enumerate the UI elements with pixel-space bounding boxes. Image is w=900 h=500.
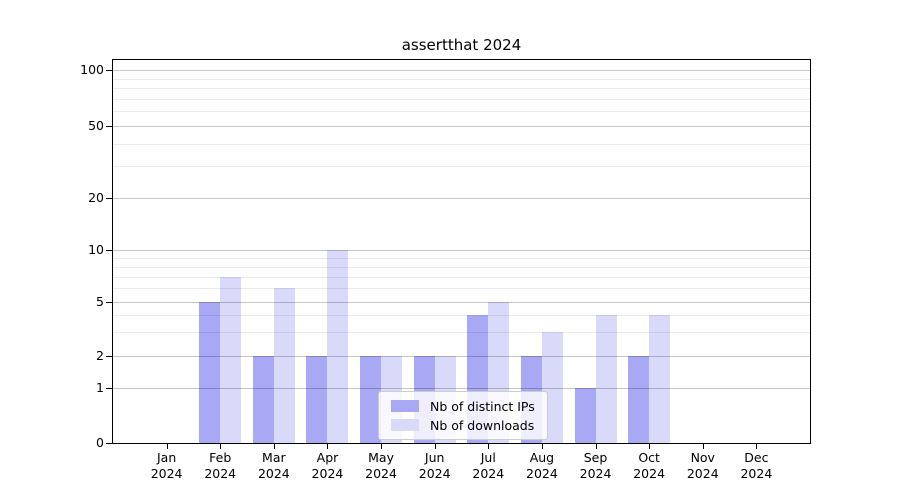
- bar-distinct-ips: [574, 388, 596, 443]
- x-axis-tick: [166, 444, 168, 449]
- minor-gridline: [113, 315, 810, 317]
- x-axis-tick: [327, 444, 329, 449]
- legend-swatch-downloads: [391, 419, 419, 431]
- minor-gridline: [113, 98, 810, 100]
- y-tick-label: 2: [96, 348, 104, 363]
- x-tick-label: Jun 2024: [418, 450, 451, 481]
- x-axis-tick: [434, 444, 436, 449]
- major-gridline: [113, 302, 810, 303]
- y-tick-label: 1: [96, 380, 104, 395]
- y-tick-label: 50: [88, 118, 104, 133]
- x-tick-label: Apr 2024: [311, 450, 344, 481]
- minor-gridline: [113, 111, 810, 113]
- bar-downloads: [649, 315, 671, 443]
- bar-downloads: [273, 288, 295, 443]
- x-axis-tick: [595, 444, 597, 449]
- x-axis-tick: [649, 444, 651, 449]
- chart-title: assertthat 2024: [401, 36, 522, 54]
- legend-label-distinct-ips: Nb of distinct IPs: [430, 398, 535, 414]
- bar-distinct-ips: [199, 302, 221, 443]
- legend-item-distinct-ips: Nb of distinct IPs: [391, 398, 535, 414]
- major-gridline: [113, 356, 810, 357]
- bar-downloads: [220, 276, 242, 443]
- minor-gridline: [113, 266, 810, 268]
- y-axis-tick: [106, 70, 112, 71]
- x-tick-label: May 2024: [365, 450, 397, 481]
- minor-gridline: [113, 143, 810, 145]
- legend-item-downloads: Nb of downloads: [391, 417, 535, 433]
- x-tick-label: Oct 2024: [633, 450, 666, 481]
- y-tick-label: 5: [96, 294, 104, 309]
- minor-gridline: [113, 88, 810, 90]
- bar-downloads: [595, 315, 617, 443]
- major-gridline: [113, 198, 810, 199]
- legend: Nb of distinct IPs Nb of downloads: [378, 391, 548, 440]
- y-axis-tick: [106, 198, 112, 199]
- y-tick-label: 0: [96, 435, 104, 450]
- major-gridline: [113, 126, 810, 127]
- x-tick-label: Dec 2024: [740, 450, 773, 481]
- y-axis-tick: [106, 443, 112, 444]
- y-tick-label: 100: [80, 62, 104, 77]
- x-axis-tick: [488, 444, 490, 449]
- x-axis-tick: [273, 444, 275, 449]
- x-axis-tick: [541, 444, 543, 449]
- bar-distinct-ips: [306, 356, 328, 443]
- major-gridline: [113, 388, 810, 389]
- bar-downloads: [327, 250, 349, 443]
- y-tick-label: 20: [88, 190, 104, 205]
- minor-gridline: [113, 276, 810, 278]
- x-tick-label: Aug 2024: [526, 450, 558, 481]
- x-axis-tick: [220, 444, 222, 449]
- bar-distinct-ips: [360, 356, 382, 443]
- bar-distinct-ips: [628, 356, 650, 443]
- minor-gridline: [113, 332, 810, 334]
- x-axis-tick: [381, 444, 383, 449]
- minor-gridline: [113, 257, 810, 259]
- bar-distinct-ips: [252, 356, 274, 443]
- major-gridline: [113, 250, 810, 251]
- major-gridline: [113, 70, 810, 71]
- x-tick-label: Mar 2024: [257, 450, 290, 481]
- x-tick-label: Jul 2024: [472, 450, 505, 481]
- x-axis-tick: [756, 444, 758, 449]
- y-axis-tick: [106, 388, 112, 389]
- legend-swatch-distinct-ips: [391, 400, 419, 412]
- minor-gridline: [113, 78, 810, 80]
- y-axis-tick: [106, 126, 112, 127]
- x-tick-label: Feb 2024: [204, 450, 237, 481]
- x-tick-label: Sep 2024: [579, 450, 612, 481]
- minor-gridline: [113, 166, 810, 168]
- gridlines-layer: [113, 60, 810, 443]
- minor-gridline: [113, 288, 810, 290]
- x-axis-tick: [702, 444, 704, 449]
- legend-label-downloads: Nb of downloads: [430, 417, 535, 433]
- y-tick-label: 10: [88, 242, 104, 257]
- y-axis-tick: [106, 356, 112, 357]
- y-axis-tick: [106, 250, 112, 251]
- plot-area: Nb of distinct IPs Nb of downloads: [112, 59, 811, 444]
- x-tick-label: Nov 2024: [686, 450, 719, 481]
- y-axis-tick: [106, 302, 112, 303]
- x-tick-label: Jan 2024: [150, 450, 183, 481]
